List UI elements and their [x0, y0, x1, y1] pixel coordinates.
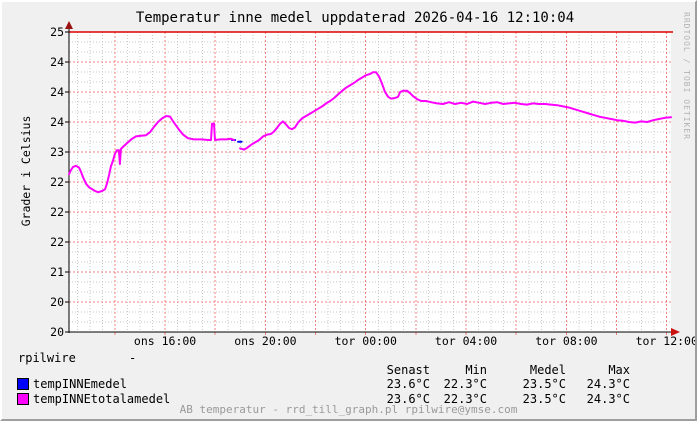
y-tick-label: 24: [50, 85, 64, 99]
y-tick-label: 20: [50, 325, 64, 339]
column-header-medel: Medel: [529, 363, 566, 377]
legend-swatch-blue: [17, 378, 29, 390]
y-tick-label: 21: [50, 265, 64, 279]
legend-value: 23.6°C: [386, 392, 430, 406]
column-header-max: Max: [608, 363, 630, 377]
legend-value: 24.3°C: [586, 392, 630, 406]
x-tick-label: tor 00:00: [335, 334, 397, 348]
legend-value: 22.3°C: [443, 377, 487, 391]
y-tick-label: 24: [50, 115, 64, 129]
y-tick-label: 22: [50, 175, 64, 189]
footer-credit: AB temperatur - rrd_till_graph.pl rpilwi…: [179, 403, 518, 416]
legend-value: 23.5°C: [522, 392, 566, 406]
x-tick-label: tor 04:00: [435, 334, 497, 348]
legend-swatch-magenta: [17, 393, 29, 405]
x-tick-label: tor 08:00: [535, 334, 597, 348]
column-header-min: Min: [465, 363, 487, 377]
rrdtool-watermark: RRDTOOL / TOBI OETIKER: [682, 12, 691, 140]
x-tick-label: tor 12:00: [636, 334, 697, 348]
legend-value: 22.3°C: [443, 392, 487, 406]
legend-value: 24.3°C: [586, 377, 630, 391]
y-tick-label: 25: [50, 25, 64, 39]
legend-label-tempinnemedel: tempINNEmedel: [33, 377, 127, 391]
y-tick-label: 20: [50, 295, 64, 309]
column-header-senast: Senast: [386, 363, 430, 377]
legend-source-value: -: [129, 351, 137, 365]
legend-value: 23.5°C: [522, 377, 566, 391]
legend-source-label: rpilwire: [18, 351, 76, 365]
legend-label-tempinnetotalamedel: tempINNEtotalamedel: [33, 392, 171, 406]
y-tick-label: 22: [50, 205, 64, 219]
legend-value: 23.6°C: [386, 377, 430, 391]
x-tick-label: ons 16:00: [134, 334, 196, 348]
y-tick-label: 23: [50, 145, 64, 159]
y-tick-label: 22: [50, 235, 64, 249]
x-tick-label: ons 20:00: [234, 334, 296, 348]
y-tick-label: 24: [50, 55, 64, 69]
graph-title: Temperatur inne medel uppdaterad 2026-04…: [135, 10, 575, 26]
